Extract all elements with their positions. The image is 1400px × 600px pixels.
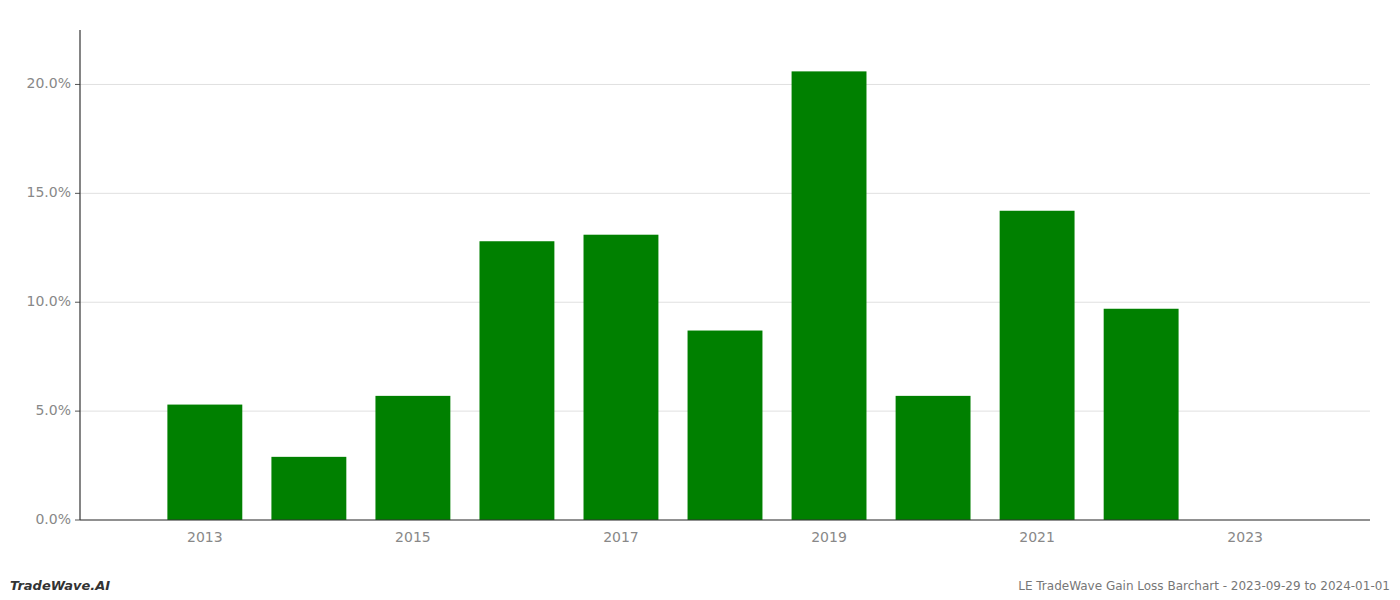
grid-line	[80, 520, 1370, 521]
x-tick-label: 2017	[603, 529, 639, 545]
bar	[896, 396, 971, 520]
annotation: TradeWave.AI	[10, 578, 110, 593]
y-tick	[75, 84, 80, 85]
bar	[792, 71, 867, 520]
x-tick-label: 2021	[1019, 529, 1055, 545]
grid-line	[80, 84, 1370, 85]
y-tick	[75, 302, 80, 303]
background	[0, 0, 1400, 600]
y-tick-label: 10.0%	[27, 293, 71, 309]
y-tick-label: 5.0%	[35, 402, 71, 418]
y-axis-line	[79, 30, 80, 520]
bar	[167, 405, 242, 520]
bar	[479, 241, 554, 520]
bar	[1104, 309, 1179, 520]
chart: 0.0% 5.0% 10.0% 15.0% 20.0% 2013 2015 2017 2019 2…	[0, 0, 1400, 600]
grid-line	[80, 193, 1370, 194]
y-tick	[75, 193, 80, 194]
bars	[167, 71, 1178, 520]
x-tick-label: 2023	[1227, 529, 1263, 545]
y-tick-label: 0.0%	[35, 511, 71, 527]
x-tick-label: 2015	[395, 529, 431, 545]
x-axis-line	[80, 519, 1370, 520]
axes: 0.0% 5.0% 10.0% 15.0% 20.0% 2013 2015 2017 2019 2…	[27, 75, 1263, 545]
bar	[375, 396, 450, 520]
y-tick-label: 15.0%	[27, 184, 71, 200]
grid	[80, 84, 1370, 520]
bar	[1000, 211, 1075, 520]
y-tick-label: 20.0%	[27, 75, 71, 91]
bar	[688, 331, 763, 520]
annotation: LE TradeWave Gain Loss Barchart - 2023-0…	[1018, 579, 1390, 593]
y-tick	[75, 411, 80, 412]
grid-line	[80, 302, 1370, 303]
x-tick-label: 2013	[187, 529, 223, 545]
x-tick-label: 2019	[811, 529, 847, 545]
bar	[584, 235, 659, 520]
bar	[271, 457, 346, 520]
y-tick	[75, 520, 80, 521]
